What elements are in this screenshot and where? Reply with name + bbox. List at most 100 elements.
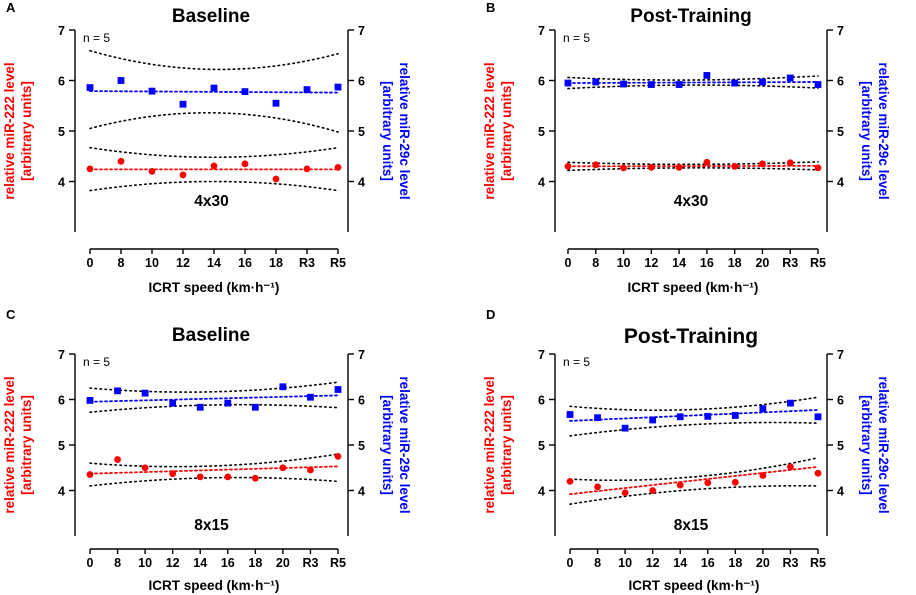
- y-tick-label-left: 6: [538, 394, 545, 408]
- mir29c-point: [272, 99, 280, 107]
- y-tick-label-left: 5: [58, 439, 65, 453]
- y-label-right-line2: [arbitrary units]: [380, 395, 395, 495]
- mir222-point: [594, 483, 601, 491]
- x-tick-label: 12: [646, 556, 660, 570]
- x-tick-label: 20: [756, 556, 770, 570]
- mir29c-point: [148, 87, 156, 95]
- x-tick-label: 8: [592, 256, 599, 270]
- mir222-point: [334, 452, 342, 460]
- x-tick-label: R3: [782, 256, 798, 270]
- y-label-right: relative miR-29c level[arbitrary units]: [380, 62, 412, 199]
- mir222-ci-lower: [89, 476, 339, 487]
- y-tick-label-right: 5: [837, 125, 844, 139]
- mir29c-point: [620, 80, 627, 88]
- mir222-point: [704, 479, 712, 487]
- panel-letter: D: [486, 307, 495, 322]
- x-tick-label: 0: [567, 556, 574, 570]
- mir222-point: [196, 473, 204, 481]
- x-axis-label: ICRT speed (km·h⁻¹): [629, 578, 760, 593]
- y-tick-label-right: 6: [837, 394, 844, 408]
- mir222-point: [731, 478, 739, 486]
- mir222-point: [169, 470, 177, 478]
- y-label-right-line1: relative miR-29c level: [397, 376, 412, 513]
- mir29c-point: [279, 383, 287, 391]
- mir222-point: [814, 164, 822, 172]
- mir222-point: [814, 469, 822, 477]
- x-tick-label: 12: [166, 556, 180, 570]
- x-tick-label: 20: [755, 256, 769, 270]
- protocol-label: 4x30: [674, 193, 708, 210]
- mir29c-fit-line: [89, 90, 339, 94]
- x-tick-label: 10: [618, 556, 632, 570]
- y-label-right-line1: relative miR-29c level: [876, 376, 891, 513]
- x-tick-label: R3: [299, 256, 315, 270]
- y-label-right: relative miR-29c level[arbitrary units]: [380, 376, 412, 513]
- mir29c-fit-line: [567, 81, 819, 84]
- x-tick-label: R5: [810, 556, 826, 570]
- y-tick-label-left: 4: [58, 485, 65, 499]
- mir29c-point: [759, 405, 767, 412]
- y-label-left: relative miR-222 level [arbitrary units]: [2, 62, 34, 199]
- y-tick-label-right: 7: [837, 24, 844, 38]
- x-tick-label: R3: [782, 556, 798, 570]
- mir29c-point: [86, 397, 94, 404]
- mir222-point: [117, 157, 125, 165]
- mir222-point: [307, 466, 314, 474]
- y-label-left-line1: relative miR-222 level: [2, 376, 17, 513]
- panel-B: B Post-Training n = 5 4 4 5 5 6 6 7 7 0 8 10 12 14 16 18 2…: [482, 0, 891, 295]
- y-tick-label-left: 7: [538, 348, 545, 362]
- y-tick-label-right: 5: [837, 439, 844, 453]
- mir222-point: [620, 164, 627, 172]
- panel-C: C Baseline n = 5 4 4 5 5 6 6 7 7 0 8 10 12 14 16 18 20 R3 R5…: [2, 307, 412, 593]
- y-tick-label-left: 7: [58, 24, 65, 38]
- mir222-ci-upper: [89, 146, 339, 159]
- mir29c-point: [224, 399, 232, 407]
- mir222-point: [303, 165, 311, 173]
- mir222-point: [731, 162, 739, 170]
- mir222-point: [334, 163, 342, 171]
- protocol-label: 8x15: [674, 517, 709, 534]
- y-tick-label-right: 6: [837, 75, 844, 89]
- y-label-left-line1: relative miR-222 level: [482, 376, 497, 513]
- mir222-point: [564, 162, 572, 170]
- mir29c-point: [759, 78, 766, 86]
- mir29c-fit-line: [569, 409, 819, 422]
- mir222-point: [210, 162, 218, 170]
- mir29c-ci-upper: [89, 49, 339, 71]
- mir29c-point: [241, 88, 249, 96]
- mir222-ci-lower: [89, 180, 339, 192]
- mir29c-point: [334, 83, 342, 91]
- x-tick-label: 12: [176, 256, 190, 270]
- mir222-ci-lower: [569, 485, 819, 505]
- y-tick-label-left: 6: [538, 75, 545, 89]
- n-label: n = 5: [83, 355, 110, 369]
- y-label-right-line2: [arbitrary units]: [859, 81, 874, 181]
- y-tick-label-right: 4: [837, 176, 844, 190]
- y-tick-label-right: 5: [358, 439, 365, 453]
- y-label-right-line2: [arbitrary units]: [859, 395, 874, 495]
- y-tick-label-left: 5: [58, 125, 65, 139]
- y-tick-label-right: 7: [837, 348, 844, 362]
- mir29c-point: [594, 414, 601, 422]
- mir222-point: [787, 463, 794, 471]
- mir222-point: [647, 163, 655, 171]
- mir29c-point: [649, 416, 657, 424]
- y-label-right-line1: relative miR-29c level: [397, 62, 412, 199]
- mir29c-point: [196, 403, 204, 411]
- mir222-point: [649, 487, 657, 494]
- mir29c-point: [566, 411, 574, 418]
- mir29c-point: [675, 81, 683, 88]
- mir29c-ci-lower: [569, 421, 819, 437]
- mir29c-point: [814, 81, 822, 88]
- x-tick-label: 8: [594, 556, 601, 570]
- mir222-point: [114, 456, 121, 463]
- mir222-ci-lower: [567, 167, 819, 172]
- mir29c-point: [179, 100, 187, 108]
- mir29c-point: [141, 389, 149, 397]
- x-axis-label: ICRT speed (km·h⁻¹): [149, 578, 280, 593]
- y-tick-label-right: 5: [358, 125, 365, 139]
- mir222-point: [251, 474, 259, 482]
- y-label-right-line2: [arbitrary units]: [380, 81, 395, 181]
- x-tick-label: 16: [221, 556, 235, 570]
